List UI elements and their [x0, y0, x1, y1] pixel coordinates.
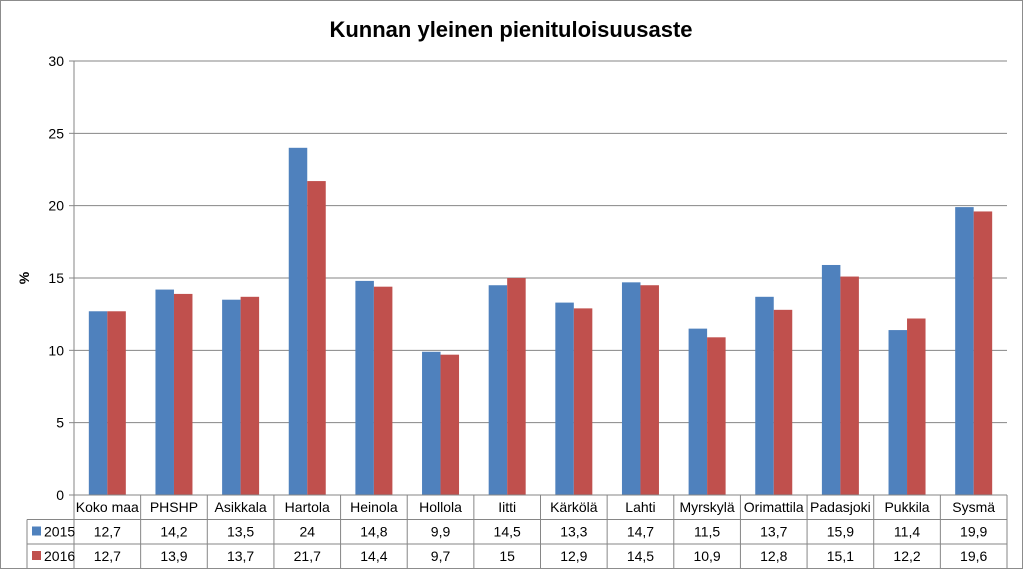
- y-tick-label: 20: [48, 198, 64, 214]
- bar-2016-heinola: [373, 286, 393, 495]
- data-label: 12,9: [560, 548, 587, 564]
- bar-2016-phshp: [173, 293, 193, 495]
- bar-2015-phshp: [155, 289, 174, 495]
- x-tick-label: Orimattila: [744, 499, 804, 515]
- data-label: 9,7: [431, 548, 451, 564]
- x-tick-label: Kärkölä: [550, 499, 598, 515]
- data-label: 13,7: [227, 548, 254, 564]
- legend-swatch: [32, 526, 41, 536]
- bar-2016-kärkölä: [573, 308, 593, 495]
- bar-2015-iitti: [488, 285, 508, 495]
- data-label: 12,7: [94, 524, 121, 540]
- bars: [88, 147, 993, 496]
- y-tick-label: 10: [48, 342, 64, 358]
- data-label: 15,1: [827, 548, 854, 564]
- data-label: 12,8: [760, 548, 787, 564]
- data-label: 14,7: [627, 524, 654, 540]
- y-tick-label: 15: [48, 270, 64, 286]
- bar-2016-sysmä: [973, 211, 993, 495]
- data-label: 14,2: [160, 524, 187, 540]
- y-tick-label: 0: [56, 487, 64, 503]
- bar-2015-hartola: [288, 147, 308, 496]
- data-label: 15: [499, 548, 515, 564]
- data-label: 13,5: [227, 524, 254, 540]
- x-tick-label: Koko maa: [76, 499, 139, 515]
- data-label: 13,9: [160, 548, 187, 564]
- bar-2016-padasjoki: [840, 276, 859, 495]
- data-label: 15,9: [827, 524, 854, 540]
- data-label: 11,4: [894, 524, 920, 540]
- y-axis-label: %: [16, 271, 32, 284]
- bar-2015-koko-maa: [88, 311, 108, 495]
- x-tick-label: Lahti: [625, 499, 655, 515]
- legend-swatch: [32, 551, 41, 560]
- bar-2016-asikkala: [240, 296, 260, 495]
- data-label: 21,7: [294, 548, 321, 564]
- x-tick-label: PHSHP: [150, 499, 198, 515]
- gridlines: [74, 60, 1007, 424]
- x-tick-label: Heinola: [350, 499, 398, 515]
- data-label: 14,4: [360, 548, 387, 564]
- bar-2015-hollola: [422, 351, 441, 495]
- x-tick-label: Myrskylä: [679, 499, 734, 515]
- bar-2016-hollola: [440, 354, 460, 495]
- data-label: 12,7: [94, 548, 121, 564]
- x-tick-label: Sysmä: [952, 499, 995, 515]
- bar-2015-heinola: [355, 280, 374, 495]
- x-tick-label: Asikkala: [215, 499, 267, 515]
- data-label: 14,5: [494, 524, 521, 540]
- y-tick-label: 25: [48, 125, 64, 141]
- bar-2016-lahti: [640, 285, 659, 495]
- bar-2016-pukkila: [907, 318, 926, 495]
- x-tick-label: Hartola: [285, 499, 330, 515]
- legend-label: 2015: [44, 524, 75, 540]
- chart-title: Kunnan yleinen pienituloisuusaste: [329, 17, 692, 42]
- data-label: 14,8: [360, 524, 387, 540]
- bar-2016-orimattila: [773, 309, 793, 495]
- data-label: 11,5: [694, 524, 720, 540]
- bar-2015-padasjoki: [821, 264, 841, 495]
- data-table: Koko maa PHSHP Asikkala Hartola Heinola Hollo…: [26, 495, 1008, 569]
- bar-2015-kärkölä: [555, 302, 574, 495]
- x-tick-label: Iitti: [498, 499, 516, 515]
- y-tick-label: 5: [56, 415, 64, 431]
- data-label: 24: [299, 524, 315, 540]
- data-label: 14,5: [627, 548, 654, 564]
- x-tick-label: Pukkila: [884, 499, 929, 515]
- data-label: 10,9: [693, 548, 720, 564]
- bar-2016-hartola: [307, 181, 326, 495]
- bar-2016-myrskylä: [707, 337, 726, 495]
- x-tick-label: Padasjoki: [810, 499, 871, 515]
- bar-2015-asikkala: [222, 299, 241, 495]
- bar-2015-orimattila: [755, 296, 774, 495]
- data-label: 19,9: [960, 524, 987, 540]
- data-label: 19,6: [960, 548, 987, 564]
- bar-2015-sysmä: [955, 207, 974, 495]
- bar-2016-iitti: [507, 278, 526, 495]
- bar-2015-pukkila: [888, 330, 908, 495]
- x-tick-label: Hollola: [419, 499, 462, 515]
- data-label: 13,3: [560, 524, 587, 540]
- y-tick-label: 30: [48, 53, 64, 69]
- data-label: 9,9: [431, 524, 451, 540]
- bar-2016-koko-maa: [107, 311, 126, 495]
- legend-label: 2016: [44, 548, 75, 564]
- data-label: 12,2: [893, 548, 920, 564]
- bar-2015-myrskylä: [688, 328, 708, 495]
- data-label: 13,7: [760, 524, 787, 540]
- bar-2015-lahti: [621, 282, 641, 495]
